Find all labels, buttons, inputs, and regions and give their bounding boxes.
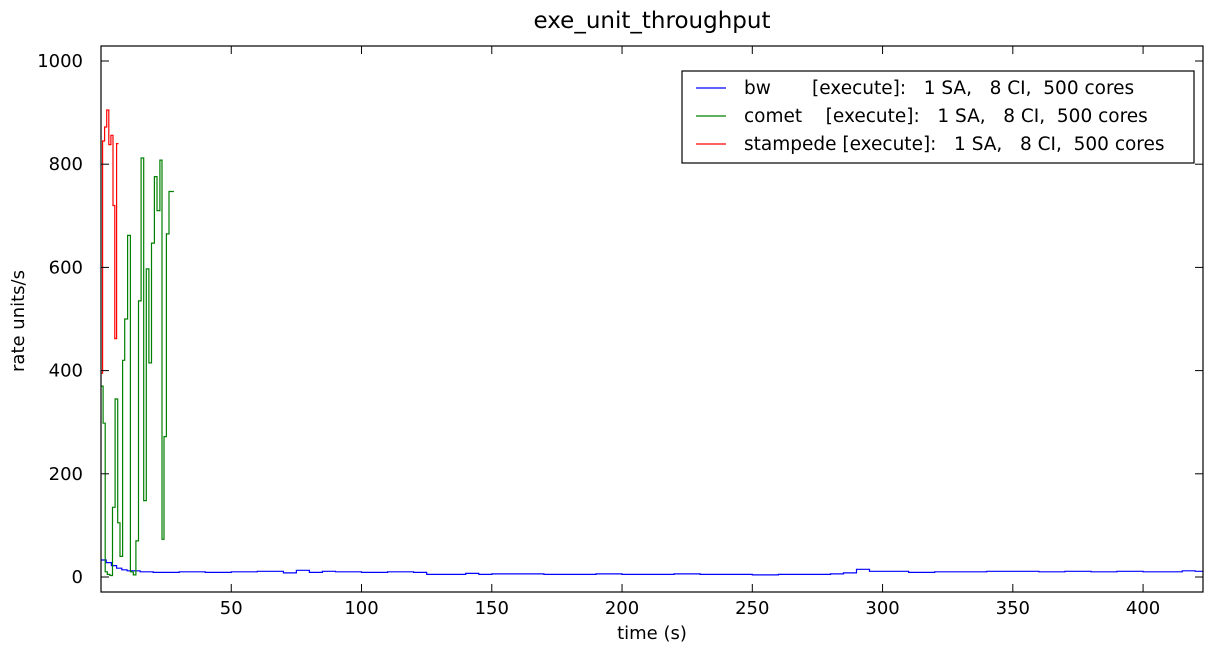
y-tick-label: 1000 <box>37 51 83 72</box>
y-tick-label: 0 <box>72 567 83 588</box>
x-tick-label: 50 <box>220 598 243 619</box>
series-line-2 <box>101 157 174 577</box>
y-tick-label: 400 <box>49 361 83 382</box>
x-tick-label: 350 <box>996 598 1030 619</box>
y-tick-label: 600 <box>49 257 83 278</box>
x-tick-label: 100 <box>344 598 378 619</box>
x-axis-label: time (s) <box>617 623 687 644</box>
legend-label-2: comet [execute]: 1 SA, 8 CI, 500 cores <box>744 106 1148 127</box>
y-tick-label: 200 <box>49 464 83 485</box>
x-tick-label: 250 <box>735 598 769 619</box>
y-tick-label: 800 <box>49 154 83 175</box>
legend: bw [execute]: 1 SA, 8 CI, 500 cores comet… <box>681 70 1195 164</box>
series-layer <box>101 109 1204 577</box>
plot-frame <box>100 45 1204 593</box>
series-line-3 <box>101 109 119 374</box>
y-axis-label: rate units/s <box>8 270 29 372</box>
legend-box <box>681 70 1195 164</box>
legend-label-1: bw [execute]: 1 SA, 8 CI, 500 cores <box>744 78 1134 99</box>
x-tick-label: 200 <box>605 598 639 619</box>
x-tick-label: 300 <box>865 598 899 619</box>
legend-items: bw [execute]: 1 SA, 8 CI, 500 cores comet… <box>696 78 1165 155</box>
ticks-layer: 50 100 150 200 250 300 350 400 0 200 400 600 800 1000 <box>37 46 1203 619</box>
x-tick-label: 400 <box>1126 598 1160 619</box>
series-line-1 <box>101 559 1204 576</box>
chart-title: exe_unit_throughput <box>534 8 771 34</box>
plot-area: 50 100 150 200 250 300 350 400 0 200 400 600 800 1000 <box>37 45 1204 619</box>
x-tick-label: 150 <box>475 598 509 619</box>
legend-label-3: stampede [execute]: 1 SA, 8 CI, 500 core… <box>744 134 1165 155</box>
